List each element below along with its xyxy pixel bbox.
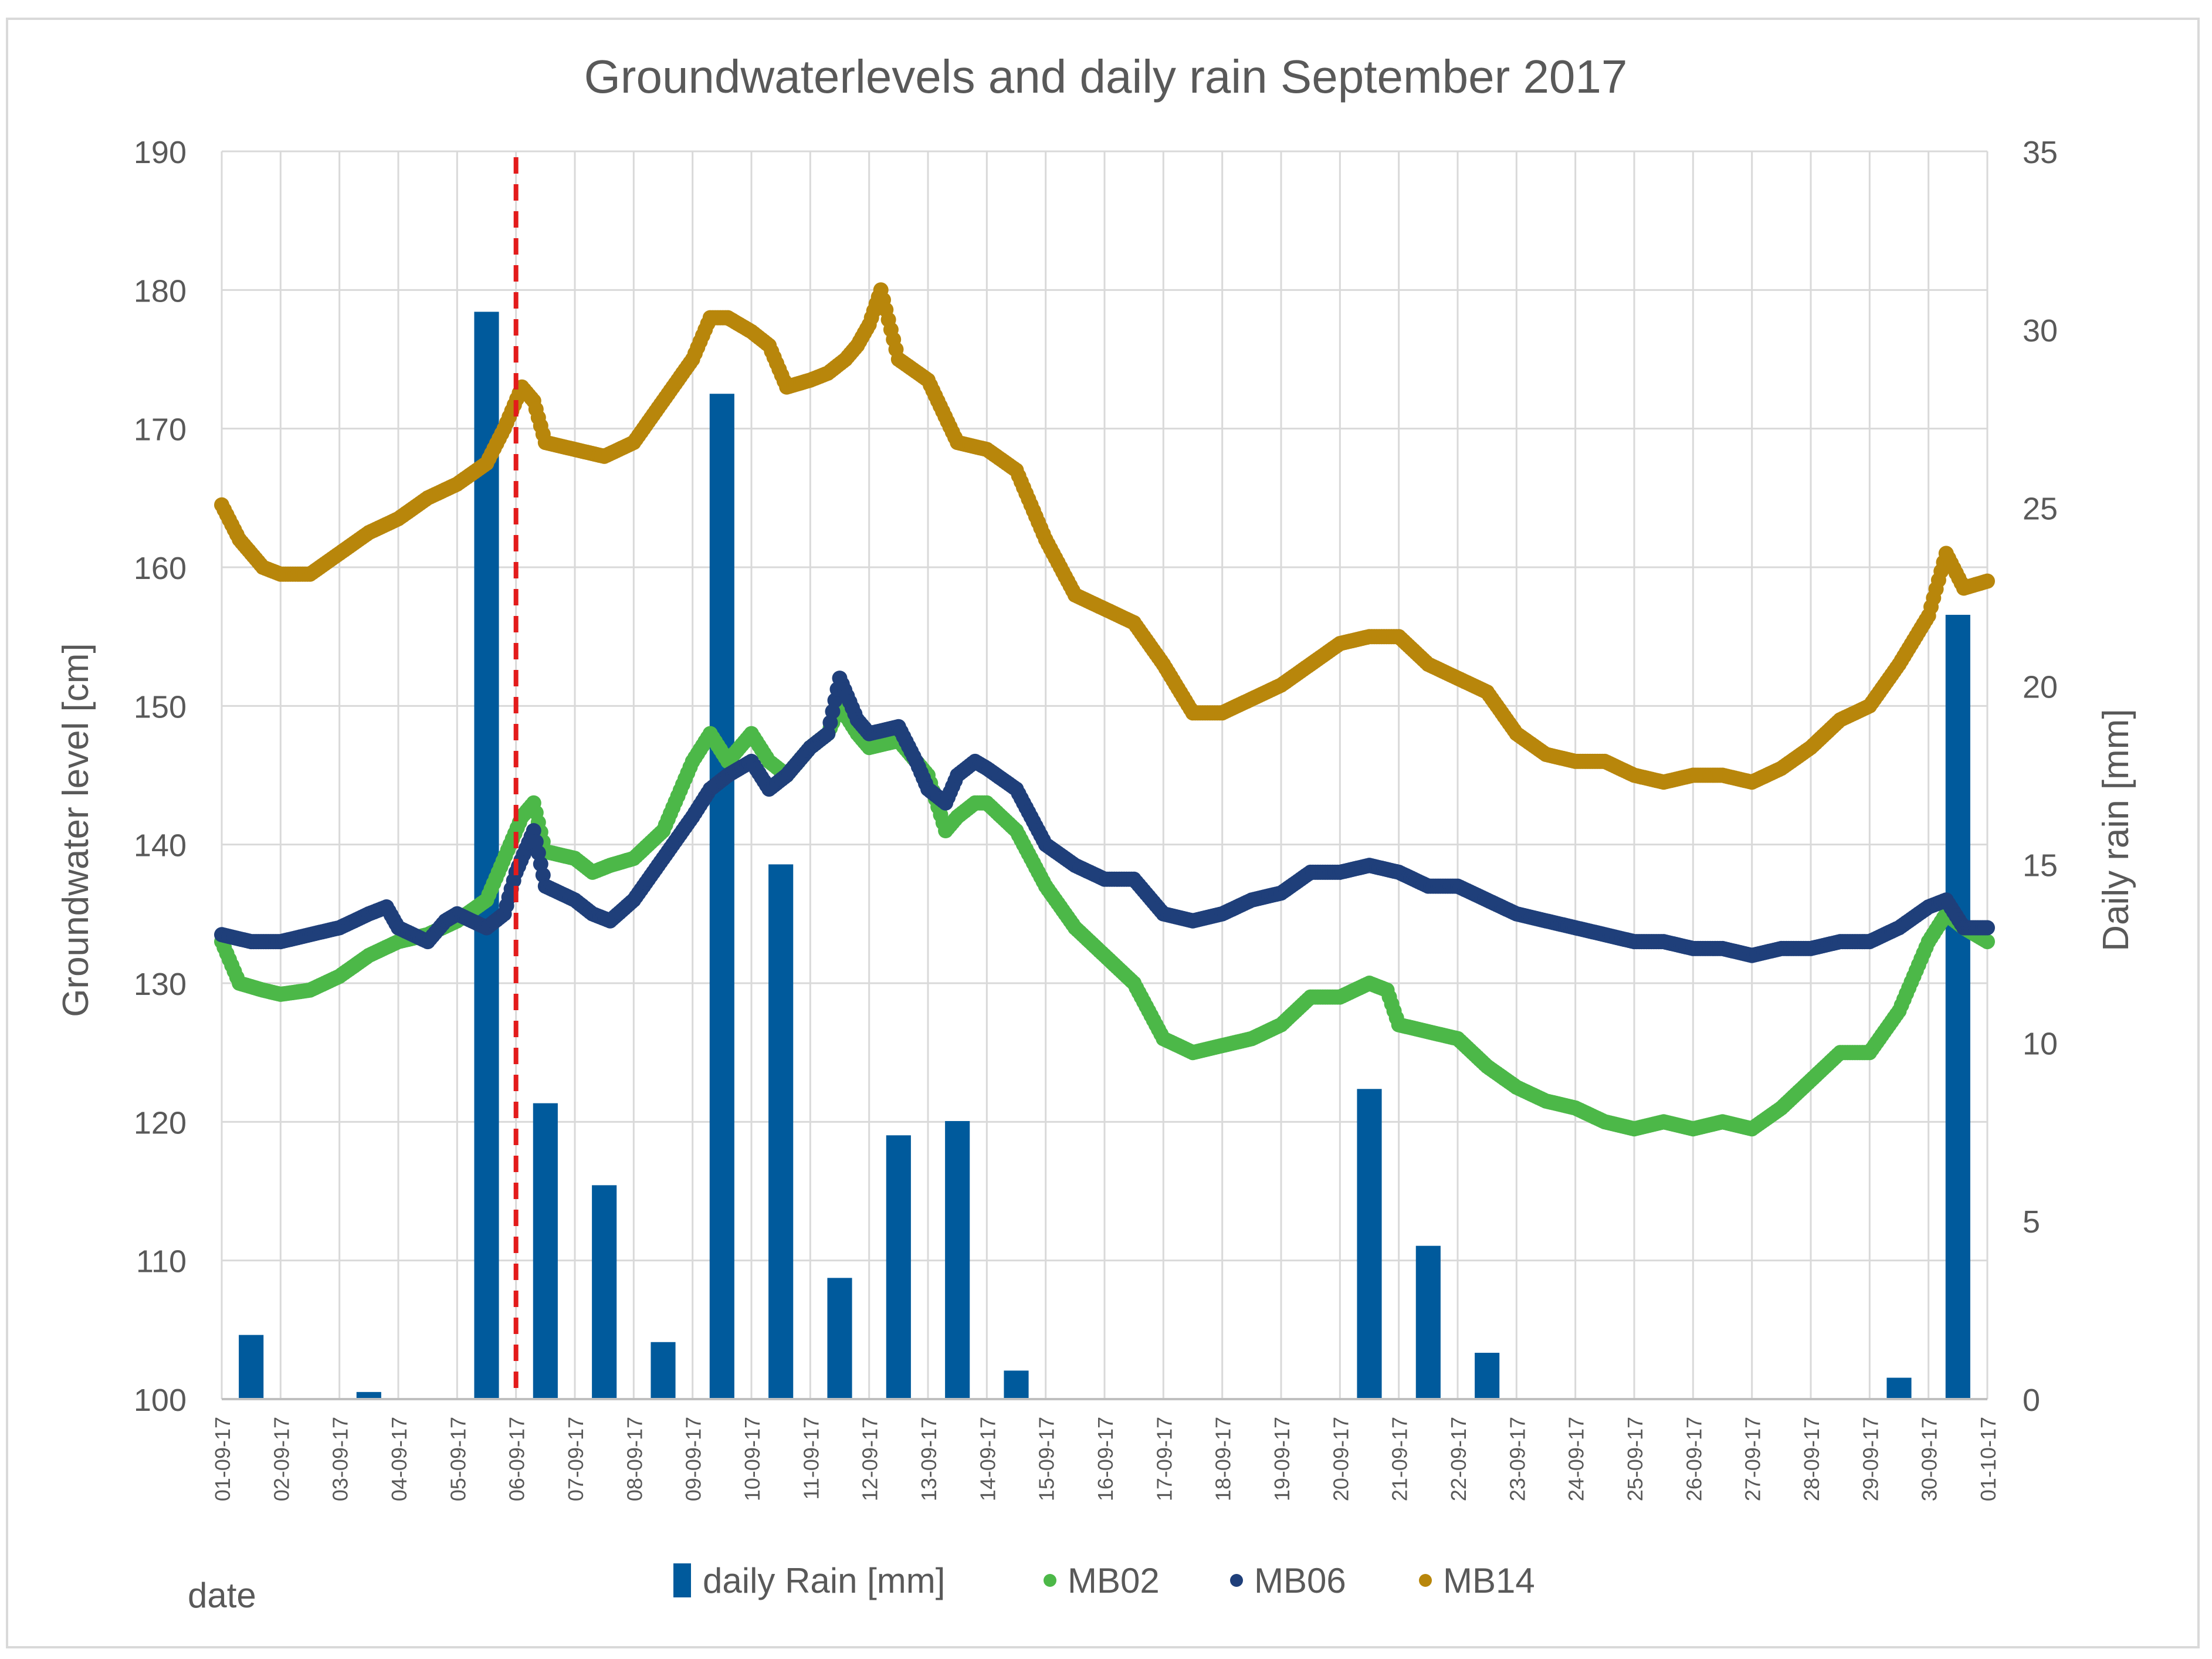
rain-bar xyxy=(768,864,794,1399)
legend-swatch-rain xyxy=(673,1563,691,1597)
legend-label-mb14: MB14 xyxy=(1443,1561,1535,1600)
y-tick-label: 100 xyxy=(134,1383,187,1418)
y2-tick-label: 15 xyxy=(2023,848,2058,883)
rain-bar xyxy=(1357,1089,1382,1399)
rain-bar xyxy=(1004,1370,1029,1399)
x-tick-label: 28-09-17 xyxy=(1800,1417,1824,1501)
x-tick-label: 06-09-17 xyxy=(505,1417,529,1501)
rain-bars xyxy=(239,312,1970,1399)
data-point xyxy=(1980,573,1995,589)
rain-bar xyxy=(1475,1352,1500,1399)
rain-bar xyxy=(239,1335,264,1399)
legend: daily Rain [mm] MB02 MB06 MB14 xyxy=(673,1561,1535,1600)
y2-tick-label: 30 xyxy=(2023,313,2058,348)
legend-swatch-mb02 xyxy=(1044,1574,1056,1587)
y2-tick-label: 20 xyxy=(2023,670,2058,705)
y-tick-label: 180 xyxy=(134,273,187,309)
y-tick-label: 160 xyxy=(134,551,187,586)
y-tick-label: 190 xyxy=(134,135,187,170)
x-tick-label: 13-09-17 xyxy=(917,1417,941,1501)
x-tick-label: 24-09-17 xyxy=(1564,1417,1588,1501)
x-tick-label: 20-09-17 xyxy=(1329,1417,1353,1501)
x-tick-label: 21-09-17 xyxy=(1388,1417,1412,1501)
x-tick-label: 09-09-17 xyxy=(682,1417,706,1501)
x-tick-label: 23-09-17 xyxy=(1505,1417,1529,1501)
y2-tick-label: 0 xyxy=(2023,1383,2040,1418)
x-tick-label: 25-09-17 xyxy=(1623,1417,1647,1501)
y2-tick-label: 5 xyxy=(2023,1204,2040,1240)
legend-label-mb02: MB02 xyxy=(1068,1561,1160,1600)
rain-bar xyxy=(1886,1377,1912,1399)
chart-title: Groundwaterlevels and daily rain Septemb… xyxy=(584,50,1628,103)
x-tick-label: 30-09-17 xyxy=(1918,1417,1942,1501)
data-point xyxy=(1980,920,1995,936)
y-axis-label: Groundwater level [cm] xyxy=(56,643,96,1017)
chart-frame xyxy=(6,18,2200,1648)
y2-tick-label: 10 xyxy=(2023,1026,2058,1061)
x-tick-label: 18-09-17 xyxy=(1211,1417,1235,1501)
x-tick-label: 15-09-17 xyxy=(1035,1417,1059,1501)
y-tick-label: 120 xyxy=(134,1105,187,1140)
x-tick-label: 12-09-17 xyxy=(858,1417,882,1501)
x-axis-label: date xyxy=(188,1576,256,1615)
y2-tick-label: 35 xyxy=(2023,135,2058,170)
legend-label-mb06: MB06 xyxy=(1254,1561,1346,1600)
rain-bar xyxy=(945,1120,970,1399)
legend-swatch-mb06 xyxy=(1230,1574,1243,1587)
y-tick-label: 150 xyxy=(134,689,187,724)
rain-bar xyxy=(356,1391,381,1399)
y-tick-label: 130 xyxy=(134,967,187,1002)
legend-swatch-mb14 xyxy=(1419,1574,1432,1587)
x-tick-label: 01-09-17 xyxy=(211,1417,235,1501)
rain-bar xyxy=(1415,1245,1441,1399)
rain-bar xyxy=(474,312,499,1399)
x-tick-label: 02-09-17 xyxy=(269,1417,293,1501)
x-tick-label: 05-09-17 xyxy=(446,1417,470,1501)
x-tick-label: 08-09-17 xyxy=(622,1417,646,1501)
rain-bar xyxy=(827,1278,852,1399)
y-tick-label: 170 xyxy=(134,412,187,448)
rain-bar xyxy=(1945,615,1970,1399)
x-tick-label: 19-09-17 xyxy=(1270,1417,1294,1501)
legend-label-rain: daily Rain [mm] xyxy=(703,1561,945,1600)
rain-bar xyxy=(651,1342,676,1399)
x-tick-label: 03-09-17 xyxy=(328,1417,353,1501)
x-tick-label: 11-09-17 xyxy=(799,1417,823,1499)
x-tick-label: 16-09-17 xyxy=(1093,1417,1117,1501)
y-tick-label: 140 xyxy=(134,828,187,864)
x-tick-label: 04-09-17 xyxy=(387,1417,411,1501)
x-tick-label: 27-09-17 xyxy=(1741,1417,1765,1501)
rain-bar xyxy=(533,1103,558,1399)
data-point xyxy=(1980,934,1995,950)
series-points xyxy=(214,282,1995,1137)
x-tick-label: 17-09-17 xyxy=(1152,1417,1176,1501)
rain-bar xyxy=(886,1135,911,1399)
series-mb14 xyxy=(214,282,1995,790)
x-tick-label: 07-09-17 xyxy=(564,1417,588,1501)
rain-bar xyxy=(592,1185,617,1399)
y-tick-label: 110 xyxy=(136,1244,187,1279)
axes: 100 110 120 130 140 150 160 170 180 190 0 5 10 15 20 25… xyxy=(134,135,2058,1501)
y2-tick-label: 25 xyxy=(2023,492,2058,527)
x-tick-label: 22-09-17 xyxy=(1447,1417,1471,1501)
x-tick-label: 26-09-17 xyxy=(1682,1417,1706,1501)
rain-bar xyxy=(709,394,734,1399)
y2-axis-label: Daily rain [mm] xyxy=(2096,709,2136,951)
x-tick-label: 14-09-17 xyxy=(975,1417,1000,1501)
x-tick-label: 10-09-17 xyxy=(740,1417,764,1501)
series-mb06 xyxy=(214,671,1995,963)
x-tick-label: 01-10-17 xyxy=(1976,1417,2000,1501)
x-tick-label: 29-09-17 xyxy=(1858,1417,1882,1501)
